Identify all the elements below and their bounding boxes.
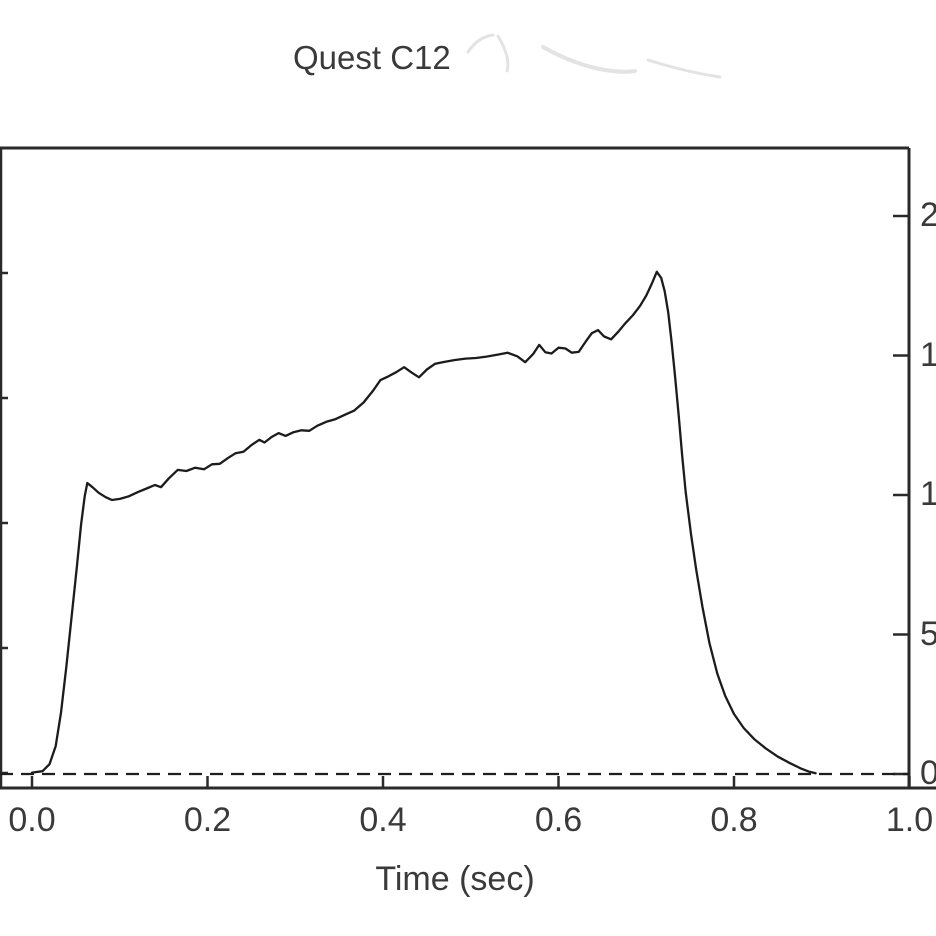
x-tick-label: 0.0: [8, 801, 56, 839]
scan-smudge: [496, 34, 510, 73]
scan-smudge: [646, 58, 722, 79]
x-tick-label: 0.6: [534, 801, 583, 839]
right-y-tick-label: 10: [920, 475, 936, 513]
tick-marks: [0, 214, 911, 788]
right-y-tick-label: 0: [920, 754, 936, 792]
scan-artifacts: [466, 33, 722, 79]
scan-smudge: [466, 33, 495, 54]
x-tick-label: 0.8: [710, 801, 758, 839]
scan-smudge: [541, 45, 637, 74]
right-y-tick-label: 15: [920, 335, 936, 374]
axes: [0, 146, 936, 790]
right-y-tick-label: 5: [920, 614, 936, 653]
x-tick-label: 0.2: [183, 801, 232, 839]
chart-title: Quest C12: [293, 39, 451, 76]
x-tick-label: 0.4: [359, 801, 407, 839]
x-tick-label: 1.0: [885, 801, 934, 839]
right-y-tick-label: 20: [920, 196, 936, 234]
x-axis-label: Time (sec): [375, 860, 535, 898]
thrust-curve: [30, 270, 817, 775]
